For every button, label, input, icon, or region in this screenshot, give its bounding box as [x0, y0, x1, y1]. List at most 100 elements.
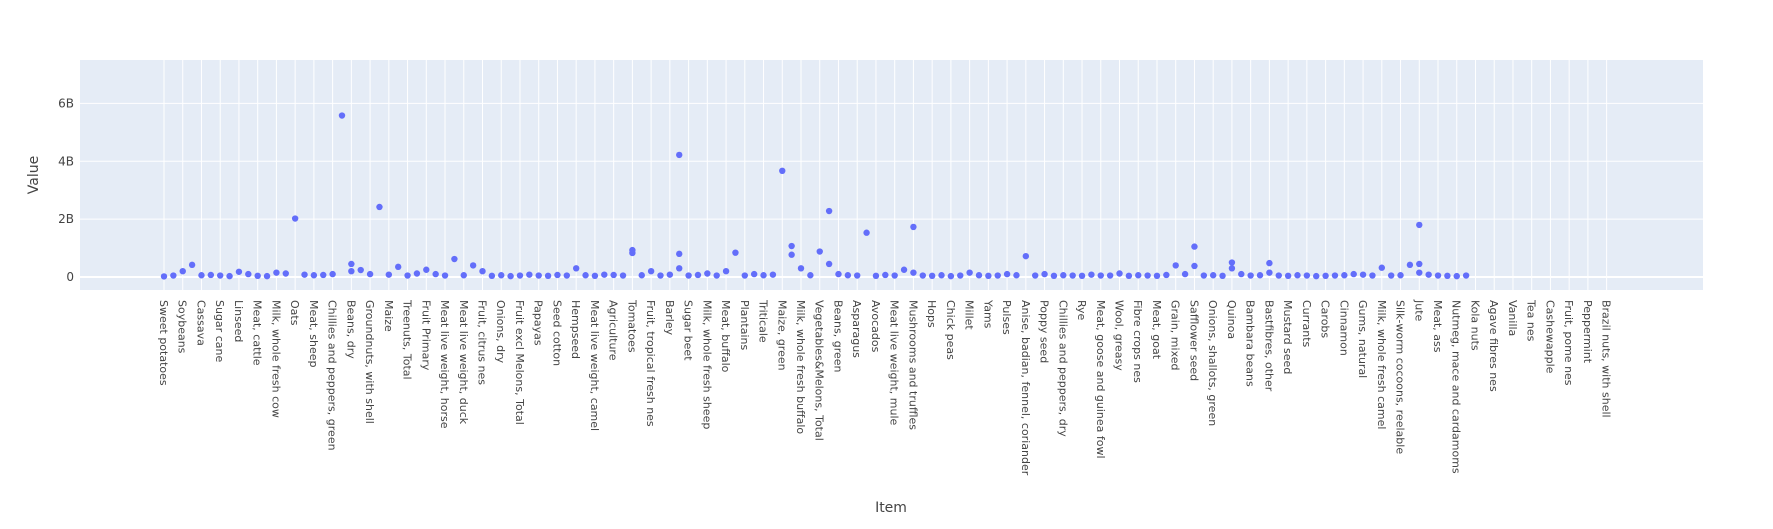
data-point	[788, 251, 795, 258]
data-point	[479, 267, 486, 275]
x-tick-label: Carobs	[1319, 300, 1332, 338]
data-point	[1322, 272, 1329, 280]
x-tick-label: Milk, whole fresh camel	[1375, 300, 1388, 429]
x-tick-label: Beans, dry	[344, 300, 357, 359]
x-tick-label: Cinnamon	[1337, 300, 1350, 356]
data-points	[160, 112, 1470, 280]
x-tick-label: Silk-worm cocoons, reelable	[1394, 300, 1407, 454]
x-tick-label: Oats	[288, 300, 301, 326]
data-point	[273, 269, 280, 276]
data-point	[498, 272, 505, 279]
data-point	[1041, 270, 1048, 278]
data-point	[582, 272, 589, 279]
data-point	[254, 272, 261, 280]
data-point	[985, 272, 992, 280]
data-point	[1284, 272, 1292, 280]
x-tick-label: Quinoa	[1225, 300, 1238, 339]
data-point	[694, 271, 702, 279]
data-point	[900, 266, 908, 273]
data-point	[1425, 271, 1432, 278]
data-point	[1313, 272, 1320, 280]
data-point	[1462, 272, 1470, 279]
x-tick-label: Gums, natural	[1356, 300, 1369, 378]
x-tick-label: Fruit, tropical fresh nes	[644, 300, 657, 427]
data-point	[1022, 252, 1030, 260]
x-tick-label: Brazil nuts, with shell	[1600, 300, 1613, 418]
data-point	[1350, 270, 1357, 278]
data-point	[1097, 272, 1104, 279]
x-tick-label: Bastfibres, other	[1262, 300, 1275, 392]
data-point	[1050, 272, 1058, 280]
x-tick-label: Barley	[663, 300, 676, 336]
data-point	[291, 215, 299, 222]
data-point	[928, 272, 936, 280]
x-tick-label: Chick peas	[944, 300, 957, 360]
x-tick-label: Bambara beans	[1244, 300, 1257, 387]
x-tick-label: Vegetables&Melons, Total	[813, 300, 826, 441]
data-point	[1228, 259, 1236, 266]
x-tick-label: Agriculture	[607, 300, 620, 361]
data-point	[910, 269, 917, 276]
plot-background	[80, 60, 1703, 290]
data-point	[1144, 272, 1151, 279]
data-point	[1209, 272, 1217, 279]
data-point	[1125, 272, 1133, 280]
x-tick-label: Vanilla	[1506, 300, 1519, 336]
data-point	[507, 272, 514, 280]
data-point	[357, 266, 364, 274]
x-tick-label: Fibre crops nes	[1131, 300, 1144, 383]
data-point	[1406, 261, 1414, 269]
y-tick-label: 4B	[58, 154, 74, 168]
data-point	[1172, 262, 1179, 269]
x-tick-label: Peppermint	[1581, 300, 1594, 364]
x-tick-label: Chillies and peppers, dry	[1056, 300, 1069, 437]
data-point	[170, 272, 177, 279]
x-tick-label: Milk, whole fresh cow	[269, 300, 282, 418]
data-point	[910, 223, 917, 231]
data-point	[685, 272, 692, 279]
data-point	[610, 271, 617, 279]
x-tick-label: Beans, green	[831, 300, 844, 373]
x-axis-title: Item	[875, 500, 907, 516]
data-point	[891, 272, 898, 279]
data-point	[563, 272, 571, 279]
data-point	[1453, 272, 1460, 280]
data-point	[245, 270, 252, 278]
data-point	[1331, 272, 1339, 279]
x-tick-label: Meat live weight, camel	[588, 300, 601, 431]
data-point	[882, 271, 889, 279]
x-tick-label: Cashewapple	[1543, 300, 1556, 374]
x-tick-label: Maize	[382, 300, 395, 332]
data-point	[535, 272, 542, 279]
x-tick-label: Soybeans	[176, 300, 189, 354]
x-tick-label: Anise, badian, fennel, coriander	[1019, 300, 1032, 476]
data-point	[1434, 272, 1442, 279]
x-tick-label: Meat live weight, horse	[438, 300, 451, 429]
x-tick-label: Cassava	[194, 300, 207, 346]
x-tick-label: Onions, shallots, green	[1206, 300, 1219, 426]
data-point	[676, 265, 683, 272]
data-point	[1387, 272, 1395, 279]
data-point	[235, 268, 243, 275]
x-tick-label: Nutmeg, mace and cardamoms	[1450, 300, 1463, 474]
data-point	[807, 272, 814, 279]
x-tick-label: Agave fibres nes	[1487, 300, 1500, 392]
x-tick-label: Papayas	[532, 300, 545, 346]
data-point	[1153, 272, 1161, 280]
x-tick-labels: Sweet potatoes Soybeans Cassava Sugar cane L…	[157, 299, 1613, 476]
x-tick-label: Meat live weight, mule	[888, 300, 901, 426]
data-point	[1003, 270, 1011, 278]
data-point	[1303, 272, 1311, 279]
x-tick-label: Treenuts, Total	[401, 299, 414, 380]
data-point	[704, 270, 711, 277]
data-point	[825, 260, 833, 268]
data-point	[423, 266, 430, 273]
x-tick-label: Seed cotton	[550, 300, 563, 366]
data-point	[872, 272, 880, 280]
x-tick-label: Sugar cane	[213, 300, 226, 362]
y-tick-label: 2B	[58, 212, 74, 226]
data-point	[544, 272, 552, 280]
data-point	[825, 207, 833, 215]
x-tick-label: Meat, cattle	[251, 300, 264, 366]
x-tick-label: Wool, greasy	[1113, 300, 1126, 371]
